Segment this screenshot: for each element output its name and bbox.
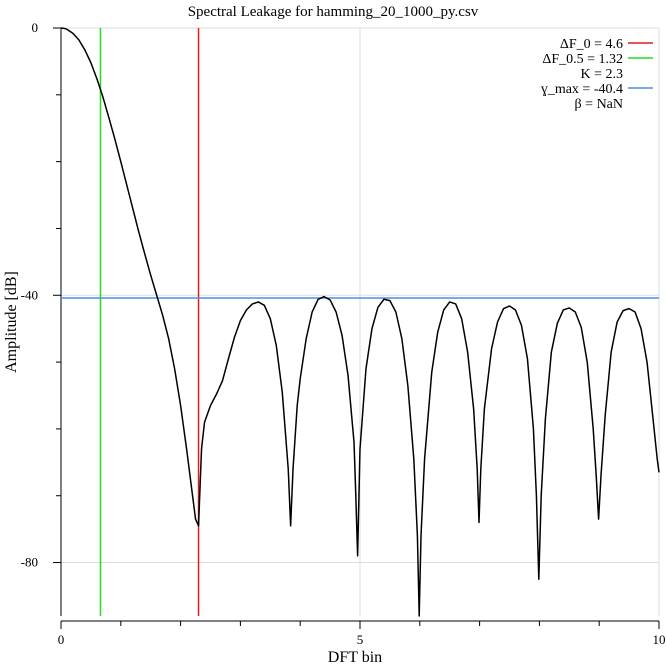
x-tick-label: 5 <box>357 632 364 647</box>
legend-label: K = 2.3 <box>580 67 623 82</box>
x-tick-label: 10 <box>653 632 666 647</box>
chart-title: Spectral Leakage for hamming_20_1000_py.… <box>188 4 479 20</box>
y-tick-label: -80 <box>21 555 38 570</box>
legend-label: β = NaN <box>575 97 623 112</box>
grid-layer <box>60 27 660 616</box>
y-axis-label: Amplitude [dB] <box>3 271 20 373</box>
spectrum-line <box>60 27 660 617</box>
x-axis-label: DFT bin <box>328 649 382 666</box>
y-tick-label: 0 <box>32 20 39 35</box>
legend-label: ΔF_0.5 = 1.32 <box>542 52 623 67</box>
x-tick-label: 0 <box>58 632 65 647</box>
legend-label: ɣ_max = -40.4 <box>541 82 623 97</box>
legend: ΔF_0 = 4.6ΔF_0.5 = 1.32K = 2.3ɣ_max = -4… <box>541 37 653 112</box>
legend-label: ΔF_0 = 4.6 <box>560 37 623 52</box>
y-tick-label: -40 <box>21 287 38 302</box>
axes-layer: 0 5 10 0 -40 -80 <box>21 20 666 647</box>
series-layer <box>60 27 660 617</box>
